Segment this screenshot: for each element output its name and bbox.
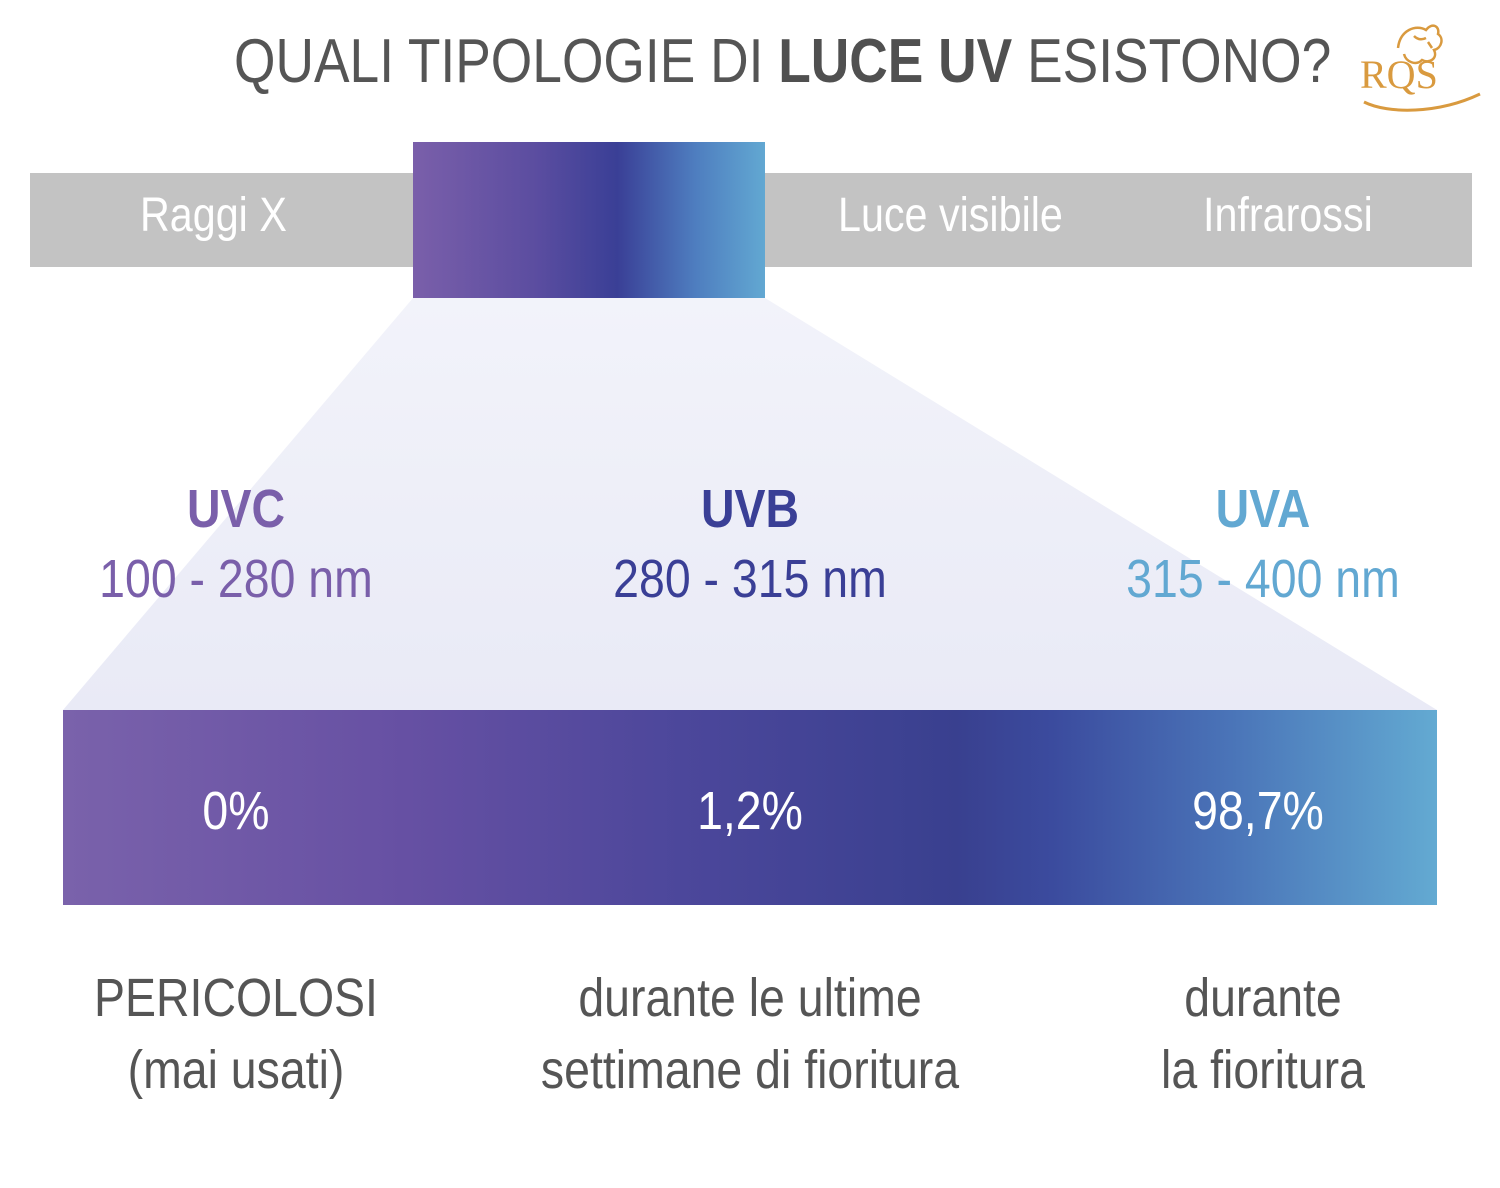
uvb-share: 1,2%	[697, 781, 803, 841]
lion-crest-icon: RQS	[1360, 24, 1481, 112]
infrared-label: Infrarossi	[1203, 189, 1373, 242]
uv-window	[413, 142, 765, 298]
uva-share: 98,7%	[1192, 781, 1324, 841]
uvc-name: UVC	[186, 479, 286, 539]
page-title: QUALI TIPOLOGIE DI LUCE UV ESISTONO?	[234, 26, 1331, 97]
uvc-note: PERICOLOSI (mai usati)	[0, 962, 477, 1106]
title-emphasis: LUCE UV	[778, 27, 1013, 96]
title-prefix: QUALI TIPOLOGIE DI	[234, 27, 779, 96]
logo-text: RQS	[1360, 52, 1438, 97]
uvc-range: 100 - 280 nm	[99, 549, 373, 609]
visible-light-label: Luce visibile	[838, 189, 1063, 242]
xray-label: Raggi X	[140, 189, 287, 242]
uva-range: 315 - 400 nm	[1126, 549, 1400, 609]
uva-note-line2: la fioritura	[1161, 1040, 1365, 1100]
uvb-note: durante le ultime settimane di fioritura	[509, 962, 991, 1106]
title-suffix: ESISTONO?	[1012, 27, 1332, 96]
uvc-note-line1: PERICOLOSI	[94, 968, 378, 1028]
uva-name: UVA	[1215, 479, 1311, 539]
uvc-note-line2: (mai usati)	[127, 1040, 345, 1100]
uvb-range: 280 - 315 nm	[613, 549, 887, 609]
uvb-note-line2: settimane di fioritura	[540, 1040, 960, 1100]
uvc-share: 0%	[202, 781, 270, 841]
uva-note-line1: durante	[1184, 968, 1342, 1028]
rqs-logo: RQS	[1358, 18, 1488, 113]
uvb-name: UVB	[700, 479, 800, 539]
uvb-note-line1: durante le ultime	[578, 968, 922, 1028]
uva-note: durante la fioritura	[1022, 962, 1500, 1106]
uv-share-bar	[63, 710, 1437, 905]
